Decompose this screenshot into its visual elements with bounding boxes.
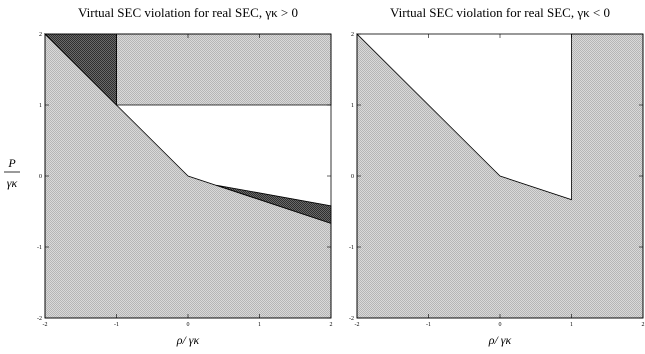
x-tick-label: -2 [355, 322, 360, 328]
x-tick-label: 2 [330, 322, 333, 328]
chart-panel-positive: Virtual SEC violation for real SEC, γκ >… [37, 5, 333, 347]
y-tick-label: 2 [39, 32, 42, 38]
chart-panel-negative: Virtual SEC violation for real SEC, γκ <… [349, 5, 645, 347]
x-tick-label: 0 [187, 322, 190, 328]
y-axis-label: P γκ [4, 156, 20, 190]
y-tick-label: -1 [37, 245, 42, 251]
tick-layer: -2 -1 0 1 2 -2 -1 0 1 2 [37, 32, 333, 328]
x-tick-label: 1 [570, 322, 573, 328]
chart-title: Virtual SEC violation for real SEC, γκ <… [390, 5, 610, 20]
x-tick-label: 1 [258, 322, 261, 328]
y-tick-label: -2 [349, 316, 354, 322]
y-axis-label-denominator: γκ [7, 176, 18, 190]
y-axis-label-numerator: P [7, 156, 16, 170]
x-tick-label: 0 [499, 322, 502, 328]
y-tick-label: 0 [39, 174, 42, 180]
y-tick-label: 0 [351, 174, 354, 180]
region-layer [44, 33, 332, 319]
tick-layer: -2 -1 0 1 2 -2 -1 0 1 2 [349, 32, 645, 328]
y-tick-label: -2 [37, 316, 42, 322]
x-axis-label: ρ/ γκ [488, 333, 512, 347]
y-tick-label: 1 [39, 103, 42, 109]
x-tick-label: -1 [114, 322, 119, 328]
y-tick-label: 2 [351, 32, 354, 38]
x-tick-label: -2 [43, 322, 48, 328]
y-tick-label: -1 [349, 245, 354, 251]
chart-title: Virtual SEC violation for real SEC, γκ >… [78, 5, 298, 20]
x-axis-label: ρ/ γκ [176, 333, 200, 347]
x-tick-label: 2 [642, 322, 645, 328]
violation-region-light [116, 33, 332, 106]
region-layer [356, 33, 644, 319]
x-tick-label: -1 [426, 322, 431, 328]
violation-region-light [356, 33, 644, 319]
y-tick-label: 1 [351, 103, 354, 109]
